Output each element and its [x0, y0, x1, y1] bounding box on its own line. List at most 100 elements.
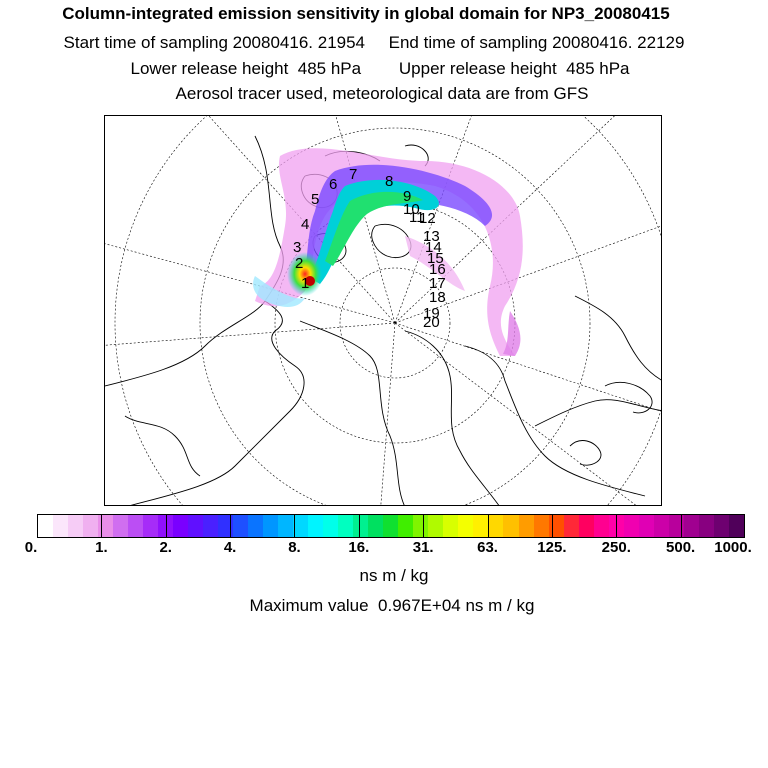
colorbar-swatch: [443, 515, 459, 537]
colorbar-tick-label: 250.: [601, 539, 631, 556]
colorbar-tick-line: [616, 515, 618, 537]
colorbar-swatch: [218, 515, 234, 537]
colorbar: [37, 514, 745, 538]
colorbar-tick-line: [680, 515, 682, 537]
release-height-info: Lower release height 485 hPa Upper relea…: [130, 59, 630, 78]
colorbar-swatch: [38, 515, 54, 537]
colorbar-swatch: [188, 515, 204, 537]
colorbar-tick-label: 0.: [24, 539, 38, 556]
plume-core: [310, 179, 439, 284]
colorbar-swatch: [203, 515, 219, 537]
time-label: 9: [403, 188, 411, 205]
colorbar-swatch: [368, 515, 384, 537]
colorbar-tick-line: [358, 515, 360, 537]
colorbar-tick-label: 16.: [348, 539, 370, 556]
plume-east-branch: [405, 236, 465, 291]
colorbar-swatch: [233, 515, 249, 537]
plume-max-point: [305, 276, 315, 286]
colorbar-swatch: [113, 515, 129, 537]
plume-inner: [325, 191, 423, 266]
colorbar-swatch: [158, 515, 174, 537]
colorbar-unit: ns m / kg: [359, 566, 429, 585]
time-label: 16: [429, 261, 446, 278]
colorbar-tick-label: 2.: [159, 539, 172, 556]
colorbar-swatch: [413, 515, 429, 537]
colorbar-swatch: [338, 515, 354, 537]
maximum-value: Maximum value 0.967E+04 ns m / kg: [249, 596, 535, 615]
meridian: [394, 225, 661, 324]
polar-map: 1 2 3 4 5 6 7 8 9 10 11 12 13 14 15 16 1…: [105, 116, 661, 505]
colorbar-swatch: [593, 515, 609, 537]
time-label: 18: [429, 289, 446, 306]
colorbar-swatch: [143, 515, 159, 537]
time-label: 3: [293, 239, 301, 256]
colorbar-swatch: [638, 515, 654, 537]
colorbar-swatch: [323, 515, 339, 537]
time-label: 7: [349, 166, 357, 183]
colorbar-swatch: [578, 515, 594, 537]
sampling-time-info: Start time of sampling 20080416. 21954 E…: [63, 33, 685, 52]
sensitivity-plume: [253, 148, 523, 356]
colorbar-swatch: [713, 515, 729, 537]
colorbar-swatch: [428, 515, 444, 537]
colorbar-tick-label: 8.: [288, 539, 301, 556]
colorbar-swatch: [98, 515, 114, 537]
colorbar-tick-label: 500.: [666, 539, 696, 556]
colorbar-tick-label: 1000.: [714, 539, 752, 556]
colorbar-tick-label: 63.: [477, 539, 498, 556]
meridian: [105, 243, 396, 324]
colorbar-swatch: [698, 515, 714, 537]
colorbar-tick-line: [165, 515, 167, 537]
plume-tail: [253, 276, 305, 307]
time-label: 11: [409, 209, 425, 226]
meridian: [394, 322, 661, 412]
meridian: [394, 116, 615, 324]
colorbar-tick-label: 4.: [223, 539, 237, 556]
plume-southeast: [503, 311, 521, 356]
time-label: 6: [329, 176, 337, 193]
time-label: 1: [301, 275, 309, 292]
colorbar-swatch: [173, 515, 189, 537]
time-label: 12: [419, 210, 436, 227]
colorbar-swatch: [398, 515, 414, 537]
time-label: 13: [423, 228, 440, 245]
meridian: [380, 322, 396, 505]
colorbar-tick-line: [551, 515, 553, 537]
colorbar-tick-label: 125.: [537, 539, 567, 556]
time-label: 10: [403, 201, 420, 218]
colorbar-swatch: [488, 515, 504, 537]
meridian: [394, 322, 636, 505]
colorbar-swatch: [83, 515, 99, 537]
colorbar-tick-line: [294, 515, 296, 537]
colorbar-swatch: [518, 515, 534, 537]
time-labels: 1 2 3 4 5 6 7 8 9 10 11 12 13 14 15 16 1…: [293, 166, 446, 331]
time-label: 4: [301, 216, 309, 233]
time-label: 20: [423, 314, 440, 331]
colorbar-swatch: [248, 515, 264, 537]
meridian: [394, 116, 472, 324]
time-label: 19: [423, 305, 440, 322]
time-label: 17: [429, 275, 446, 292]
colorbar-swatch: [473, 515, 489, 537]
colorbar-tick-line: [101, 515, 103, 537]
colorbar-swatch: [458, 515, 474, 537]
colorbar-tick-line: [423, 515, 425, 537]
colorbar-swatch: [623, 515, 639, 537]
colorbar-swatch: [128, 515, 144, 537]
colorbar-swatch: [728, 515, 744, 537]
map-panel: 1 2 3 4 5 6 7 8 9 10 11 12 13 14 15 16 1…: [104, 115, 662, 506]
time-label: 8: [385, 173, 393, 190]
colorbar-tick-label: 1.: [95, 539, 108, 556]
colorbar-swatch: [53, 515, 69, 537]
latitude-circle: [339, 267, 451, 379]
colorbar-swatch: [353, 515, 369, 537]
colorbar-swatch: [263, 515, 279, 537]
colorbar-swatch: [653, 515, 669, 537]
colorbar-swatch: [68, 515, 84, 537]
tracer-info: Aerosol tracer used, meteorological data…: [175, 84, 589, 103]
map-title: Column-integrated emission sensitivity i…: [62, 4, 670, 23]
colorbar-tick-label: 31.: [412, 539, 434, 556]
time-label: 5: [311, 191, 319, 208]
colorbar-swatch: [383, 515, 399, 537]
colorbar-swatch: [668, 515, 684, 537]
